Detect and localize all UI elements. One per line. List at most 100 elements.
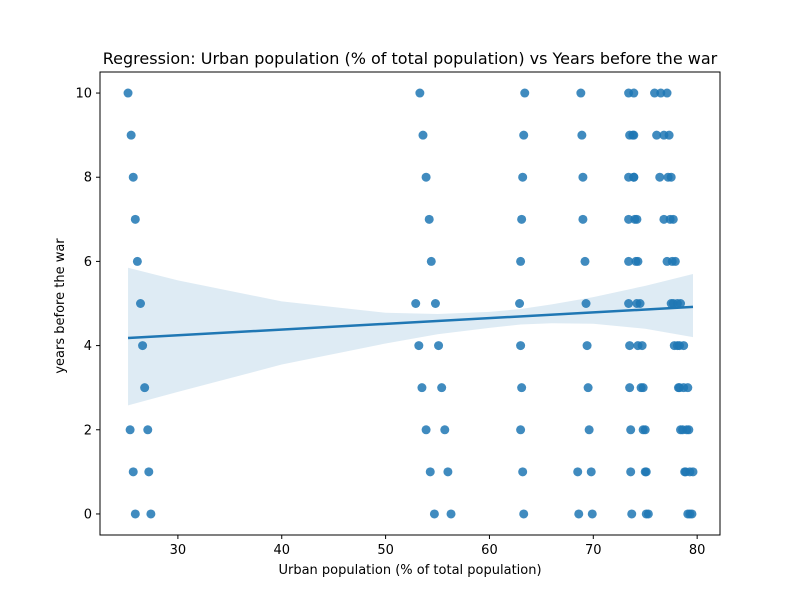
data-point bbox=[443, 467, 453, 477]
data-point bbox=[664, 130, 674, 140]
data-point bbox=[643, 509, 653, 519]
data-point bbox=[519, 509, 529, 519]
data-point bbox=[418, 130, 428, 140]
data-point bbox=[628, 130, 638, 140]
data-point bbox=[666, 172, 676, 182]
data-point bbox=[582, 341, 592, 351]
data-point bbox=[136, 299, 146, 308]
data-point bbox=[637, 341, 647, 351]
data-point bbox=[426, 256, 436, 266]
data-point bbox=[143, 425, 153, 435]
data-point bbox=[659, 214, 669, 224]
data-point bbox=[586, 467, 596, 477]
data-point bbox=[580, 256, 590, 266]
data-point bbox=[573, 467, 583, 477]
data-point bbox=[430, 299, 440, 308]
data-point bbox=[629, 172, 639, 182]
y-tick-label: 4 bbox=[84, 339, 92, 354]
data-point bbox=[625, 383, 635, 393]
data-point bbox=[417, 383, 427, 393]
data-point bbox=[446, 509, 456, 519]
data-point bbox=[516, 256, 526, 266]
data-point bbox=[656, 88, 666, 98]
data-point bbox=[128, 172, 138, 182]
regression-line bbox=[127, 305, 694, 340]
data-point bbox=[517, 214, 527, 224]
data-point bbox=[629, 88, 639, 98]
data-point bbox=[638, 383, 648, 393]
data-point bbox=[584, 425, 594, 435]
data-point bbox=[421, 425, 431, 435]
data-point bbox=[687, 509, 697, 519]
data-point bbox=[662, 88, 672, 98]
data-point bbox=[576, 88, 586, 98]
data-point bbox=[688, 467, 698, 477]
data-point bbox=[516, 425, 526, 435]
data-point bbox=[518, 172, 528, 182]
data-point bbox=[581, 299, 591, 308]
data-point bbox=[414, 341, 424, 351]
scatter-points-layer bbox=[123, 88, 698, 519]
data-point bbox=[144, 467, 154, 477]
data-point bbox=[515, 299, 525, 308]
data-point bbox=[125, 425, 135, 435]
data-point bbox=[676, 299, 686, 308]
x-tick-label: 40 bbox=[273, 543, 290, 558]
x-axis-ticks: 30 40 50 60 70 80 bbox=[170, 535, 706, 558]
confidence-band-layer bbox=[128, 267, 693, 406]
data-point bbox=[635, 299, 645, 308]
data-point bbox=[627, 509, 637, 519]
y-axis-label: years before the war bbox=[53, 238, 68, 374]
data-point bbox=[138, 341, 148, 351]
data-point bbox=[583, 383, 593, 393]
data-point bbox=[578, 214, 588, 224]
data-point bbox=[437, 383, 447, 393]
confidence-band bbox=[128, 267, 693, 406]
data-point bbox=[624, 214, 634, 224]
data-point bbox=[577, 130, 587, 140]
data-point bbox=[679, 341, 689, 351]
y-tick-label: 2 bbox=[84, 423, 92, 438]
data-point bbox=[684, 425, 694, 435]
data-point bbox=[140, 383, 150, 393]
data-point bbox=[146, 509, 156, 519]
data-point bbox=[425, 467, 435, 477]
chart-title: Regression: Urban population (% of total… bbox=[103, 49, 718, 68]
data-point bbox=[650, 88, 660, 98]
data-point bbox=[424, 214, 434, 224]
data-point bbox=[626, 467, 636, 477]
data-point bbox=[123, 88, 133, 98]
data-point bbox=[421, 172, 431, 182]
data-point bbox=[624, 256, 634, 266]
x-tick-label: 30 bbox=[170, 543, 187, 558]
data-point bbox=[668, 214, 678, 224]
data-point bbox=[130, 214, 140, 224]
data-point bbox=[652, 130, 662, 140]
y-tick-label: 8 bbox=[84, 171, 92, 186]
data-point bbox=[683, 383, 693, 393]
data-point bbox=[517, 383, 527, 393]
data-point bbox=[640, 425, 650, 435]
data-point bbox=[132, 256, 142, 266]
data-point bbox=[440, 425, 450, 435]
data-point bbox=[516, 341, 526, 351]
data-point bbox=[625, 341, 635, 351]
data-point bbox=[520, 88, 530, 98]
x-tick-label: 50 bbox=[377, 543, 394, 558]
regression-line-layer bbox=[127, 305, 694, 340]
plot-frame bbox=[99, 71, 721, 536]
data-point bbox=[655, 172, 665, 182]
data-point bbox=[415, 88, 425, 98]
data-point bbox=[632, 214, 642, 224]
data-point bbox=[670, 256, 680, 266]
y-tick-label: 6 bbox=[84, 255, 92, 270]
x-axis-label: Urban population (% of total population) bbox=[278, 563, 541, 578]
data-point bbox=[574, 509, 584, 519]
data-point bbox=[429, 509, 439, 519]
y-tick-label: 10 bbox=[75, 87, 92, 102]
x-tick-label: 80 bbox=[689, 543, 706, 558]
x-tick-label: 60 bbox=[481, 543, 498, 558]
data-point bbox=[519, 130, 529, 140]
data-point bbox=[126, 130, 136, 140]
